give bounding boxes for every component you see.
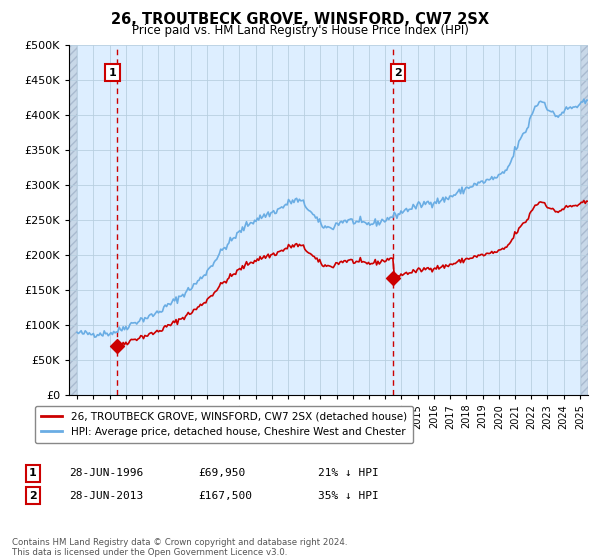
Text: Contains HM Land Registry data © Crown copyright and database right 2024.
This d: Contains HM Land Registry data © Crown c…	[12, 538, 347, 557]
Text: 35% ↓ HPI: 35% ↓ HPI	[318, 491, 379, 501]
Text: 1: 1	[29, 468, 37, 478]
Point	[113, 342, 122, 351]
Text: 28-JUN-1996: 28-JUN-1996	[69, 468, 143, 478]
Text: 28-JUN-2013: 28-JUN-2013	[69, 491, 143, 501]
Text: 1: 1	[109, 68, 116, 78]
Text: 2: 2	[394, 68, 402, 78]
Text: Price paid vs. HM Land Registry's House Price Index (HPI): Price paid vs. HM Land Registry's House …	[131, 24, 469, 36]
Text: 2: 2	[29, 491, 37, 501]
Bar	[581, 45, 588, 395]
Legend: 26, TROUTBECK GROVE, WINSFORD, CW7 2SX (detached house), HPI: Average price, det: 26, TROUTBECK GROVE, WINSFORD, CW7 2SX (…	[35, 405, 413, 444]
Bar	[69, 45, 77, 395]
Text: £69,950: £69,950	[198, 468, 245, 478]
Text: 21% ↓ HPI: 21% ↓ HPI	[318, 468, 379, 478]
Point	[388, 273, 398, 282]
Text: £167,500: £167,500	[198, 491, 252, 501]
Text: 26, TROUTBECK GROVE, WINSFORD, CW7 2SX: 26, TROUTBECK GROVE, WINSFORD, CW7 2SX	[111, 12, 489, 27]
